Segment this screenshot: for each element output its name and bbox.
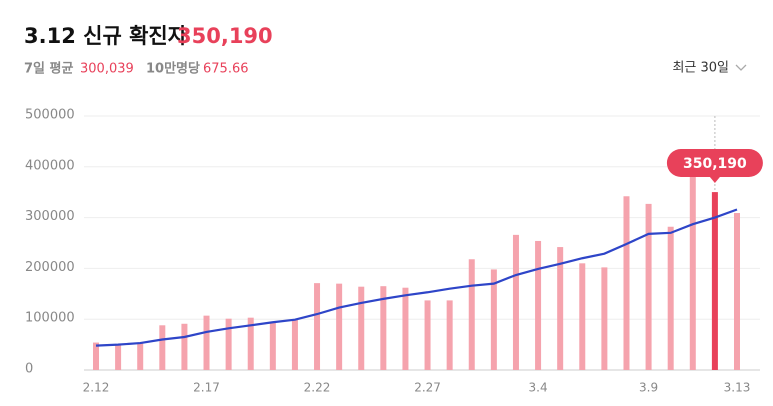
y-tick-label: 200000 [25, 260, 75, 275]
x-tick-label: 2.17 [193, 381, 220, 395]
bar [203, 315, 210, 370]
bar [557, 247, 564, 370]
x-tick-label: 2.12 [83, 381, 110, 395]
avg-value: 300,039 [80, 62, 134, 77]
y-tick-label: 500000 [25, 108, 75, 123]
dropdown-icon[interactable] [735, 64, 747, 71]
bar [159, 325, 166, 370]
bar [535, 240, 542, 370]
x-tick-label: 3.4 [529, 381, 548, 395]
bar [645, 203, 652, 370]
x-tick-label: 2.22 [304, 381, 331, 395]
y-tick-label: 300000 [25, 209, 75, 224]
bar [601, 267, 608, 370]
bar [424, 300, 431, 370]
bar [711, 192, 718, 370]
bar [490, 269, 497, 370]
avg-label: 7일 평균 [24, 61, 73, 77]
y-tick-label: 100000 [25, 311, 75, 326]
per-label: 10만명당 [146, 61, 200, 77]
bar [689, 175, 696, 370]
tooltip-label: 350,190 [683, 156, 747, 172]
bar [314, 283, 321, 370]
bar [512, 234, 519, 370]
bar [402, 287, 409, 370]
bar [269, 321, 276, 370]
bar [336, 283, 343, 370]
headline-value: 350,190 [177, 24, 273, 48]
y-tick-label: 0 [25, 362, 33, 377]
range-select[interactable]: 최근 30일 [672, 61, 729, 76]
title: 3.12 신규 확진자 [24, 24, 188, 48]
bar [137, 342, 144, 370]
x-tick-label: 2.27 [414, 381, 441, 395]
tooltip-arrow [709, 177, 720, 183]
y-tick-label: 400000 [25, 158, 75, 173]
x-tick-label: 3.9 [639, 381, 658, 395]
bar [579, 263, 586, 370]
bar [446, 300, 453, 370]
bar [247, 317, 254, 370]
bar [115, 344, 122, 370]
bar [734, 213, 740, 370]
bar [667, 226, 674, 370]
avg-line [95, 208, 738, 347]
bar [358, 286, 365, 370]
bar [225, 318, 232, 370]
bar [93, 342, 99, 370]
bar [623, 196, 630, 370]
tooltip-box [666, 149, 763, 177]
per-value: 675.66 [203, 62, 249, 77]
x-tick-label: 3.13 [724, 381, 751, 395]
bar [468, 259, 475, 370]
bar [181, 323, 188, 370]
bar [380, 286, 387, 370]
bar [291, 319, 298, 370]
